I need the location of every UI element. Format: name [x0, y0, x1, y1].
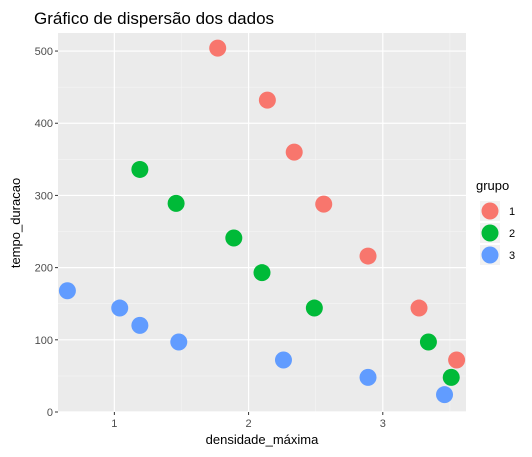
data-point-group-3 [436, 386, 454, 404]
legend-key-group-1 [481, 202, 499, 220]
legend-label: 3 [509, 250, 515, 262]
data-point-group-2 [442, 368, 460, 386]
data-point-group-3 [274, 351, 292, 369]
data-point-group-3 [111, 299, 129, 317]
data-point-group-1 [448, 351, 466, 369]
legend-label: 1 [509, 206, 515, 218]
x-tick-label: 1 [111, 418, 117, 430]
legend-title: grupo [476, 178, 509, 193]
y-axis-title: tempo_duracao [8, 178, 23, 268]
data-point-group-2 [419, 333, 437, 351]
data-points [58, 39, 466, 404]
data-point-group-1 [359, 247, 377, 265]
data-point-group-2 [225, 229, 243, 247]
data-point-group-1 [410, 299, 428, 317]
data-point-group-2 [131, 160, 149, 178]
data-point-group-3 [359, 368, 377, 386]
y-axis-ticks: 0 100 200 300 400 500 [35, 46, 58, 419]
data-point-group-3 [58, 282, 76, 300]
y-tick-label: 0 [47, 407, 53, 419]
data-point-group-1 [258, 91, 276, 109]
x-axis-ticks: 1 2 3 [111, 412, 386, 430]
y-tick-label: 400 [35, 118, 53, 130]
x-axis-title: densidade_máxima [206, 432, 320, 447]
x-tick-label: 3 [380, 418, 386, 430]
legend-key-group-3 [481, 246, 499, 264]
data-point-group-1 [315, 195, 333, 213]
data-point-group-2 [167, 194, 185, 212]
y-tick-label: 100 [35, 335, 53, 347]
x-tick-label: 2 [246, 418, 252, 430]
legend-label: 2 [509, 228, 515, 240]
data-point-group-3 [131, 316, 149, 334]
y-tick-label: 300 [35, 190, 53, 202]
data-point-group-1 [209, 39, 227, 57]
plot-panel [58, 33, 466, 412]
data-point-group-1 [285, 143, 303, 161]
chart-title: Gráfico de dispersão dos dados [34, 9, 274, 28]
data-point-group-2 [305, 299, 323, 317]
y-tick-label: 500 [35, 46, 53, 58]
legend: grupo 1 2 3 [476, 178, 515, 265]
y-tick-label: 200 [35, 263, 53, 275]
data-point-group-2 [253, 264, 271, 282]
data-point-group-3 [170, 333, 188, 351]
legend-key-group-2 [481, 224, 499, 242]
